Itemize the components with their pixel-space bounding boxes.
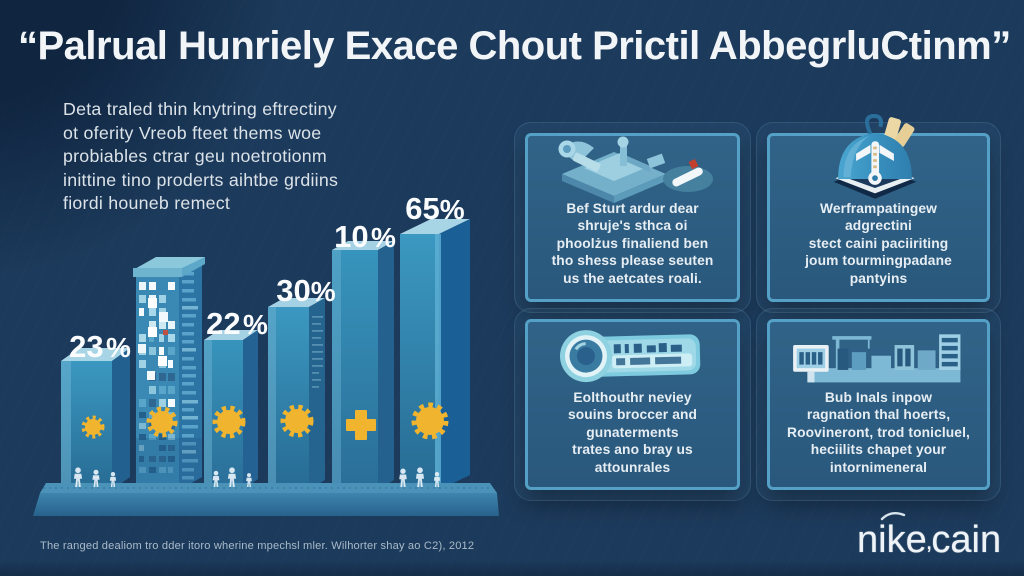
svg-text:23 %: 23 % xyxy=(69,329,131,364)
svg-text:22 %: 22 % xyxy=(206,306,268,341)
svg-text:10 %: 10 % xyxy=(334,219,396,254)
svg-text:30%: 30% xyxy=(276,273,335,308)
svg-text:65%: 65% xyxy=(405,191,464,226)
